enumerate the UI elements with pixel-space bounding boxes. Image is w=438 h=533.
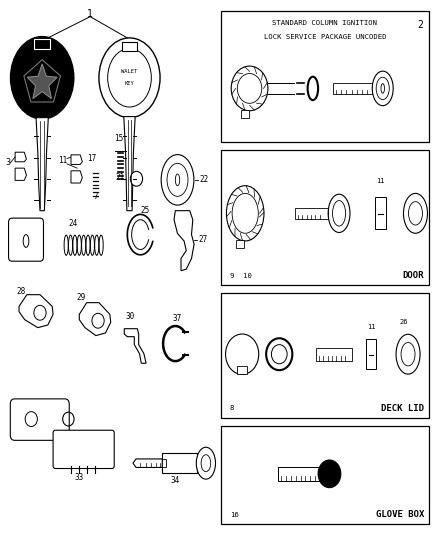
Bar — [122, 42, 138, 51]
Bar — [162, 459, 166, 467]
Text: 11: 11 — [58, 156, 67, 165]
Polygon shape — [19, 295, 53, 328]
Text: 1: 1 — [87, 9, 93, 19]
Text: 11: 11 — [376, 179, 385, 184]
Ellipse shape — [99, 38, 160, 118]
Polygon shape — [27, 64, 57, 99]
Ellipse shape — [196, 447, 215, 479]
Bar — [332, 83, 372, 94]
Text: 8: 8 — [230, 406, 234, 411]
Bar — [366, 340, 376, 369]
Bar — [237, 367, 247, 374]
Text: 7: 7 — [94, 192, 98, 201]
Polygon shape — [124, 329, 146, 364]
Text: GLOVE BOX: GLOVE BOX — [376, 510, 424, 519]
Bar — [34, 39, 50, 49]
Text: 27: 27 — [198, 236, 208, 245]
FancyBboxPatch shape — [11, 399, 69, 440]
Bar — [237, 240, 244, 248]
Text: 30: 30 — [125, 312, 134, 321]
Text: 21: 21 — [116, 173, 125, 182]
Text: STANDARD COLUMN IGNITION: STANDARD COLUMN IGNITION — [272, 20, 378, 26]
Text: 23: 23 — [7, 221, 16, 230]
Polygon shape — [124, 117, 135, 211]
Text: 29: 29 — [77, 293, 86, 302]
Text: 25: 25 — [140, 206, 149, 215]
Text: 9  10: 9 10 — [230, 272, 252, 279]
Bar — [162, 453, 197, 473]
Ellipse shape — [11, 37, 74, 119]
Text: 3: 3 — [5, 158, 10, 167]
Text: 24: 24 — [68, 220, 78, 229]
Bar — [278, 467, 321, 481]
Text: 22: 22 — [199, 175, 208, 184]
Polygon shape — [79, 303, 111, 336]
Circle shape — [318, 460, 341, 488]
Text: 15: 15 — [114, 134, 123, 143]
Bar — [241, 110, 249, 118]
Text: 2: 2 — [417, 20, 424, 30]
Bar — [375, 197, 386, 229]
Text: 34: 34 — [171, 476, 180, 484]
Text: 32: 32 — [14, 402, 23, 411]
Text: 28: 28 — [16, 287, 25, 296]
Text: LOCK SERVICE PACKAGE UNCODED: LOCK SERVICE PACKAGE UNCODED — [264, 34, 386, 40]
Polygon shape — [15, 168, 26, 180]
Text: 11: 11 — [367, 324, 375, 329]
FancyBboxPatch shape — [9, 218, 43, 261]
Text: 16: 16 — [230, 512, 239, 518]
Text: WALET: WALET — [121, 69, 138, 74]
Text: 26: 26 — [399, 319, 408, 325]
Bar — [221, 11, 428, 142]
FancyBboxPatch shape — [53, 430, 114, 469]
Polygon shape — [133, 459, 162, 467]
Text: 17: 17 — [87, 154, 96, 163]
Polygon shape — [71, 171, 82, 183]
Bar — [221, 150, 428, 285]
Bar — [221, 426, 428, 524]
Text: 37: 37 — [173, 313, 182, 322]
Polygon shape — [36, 118, 48, 211]
Bar — [316, 348, 352, 361]
Ellipse shape — [108, 49, 151, 107]
Text: 33: 33 — [74, 473, 84, 482]
Ellipse shape — [372, 71, 393, 106]
Ellipse shape — [161, 155, 194, 205]
Polygon shape — [174, 211, 194, 271]
Polygon shape — [15, 152, 26, 162]
Bar — [221, 293, 428, 418]
Polygon shape — [71, 155, 82, 165]
Text: DOOR: DOOR — [403, 271, 424, 280]
Bar — [295, 208, 328, 219]
Circle shape — [131, 171, 143, 186]
Text: KEY: KEY — [125, 80, 134, 86]
Text: DECK LID: DECK LID — [381, 404, 424, 413]
